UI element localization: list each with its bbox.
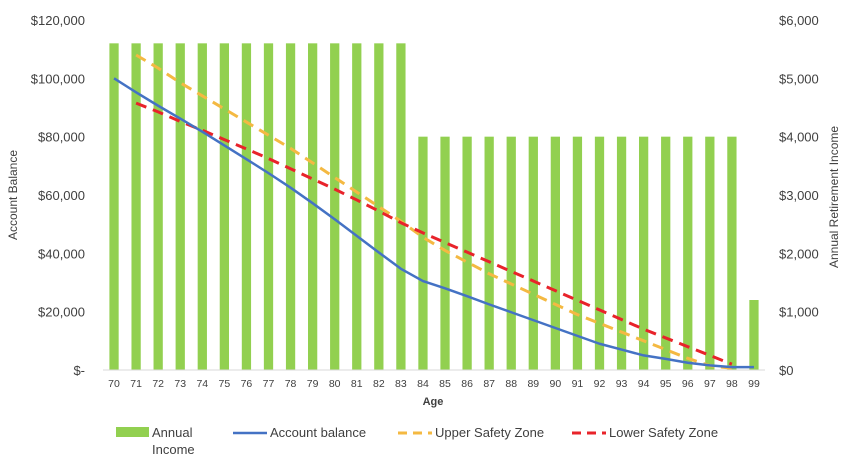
income-bar xyxy=(131,43,141,370)
income-bar xyxy=(616,136,627,370)
income-bar xyxy=(263,43,274,370)
balance-lines xyxy=(113,53,754,370)
x-tick-label: 87 xyxy=(483,378,495,390)
income-bar xyxy=(683,136,693,370)
x-tick-label: 86 xyxy=(461,378,473,390)
legend-label: Annual xyxy=(152,425,193,440)
x-tick-label: 80 xyxy=(329,378,341,390)
right-tick-label: $0 xyxy=(779,363,793,378)
x-tick-label: 75 xyxy=(219,378,231,390)
left-tick-label: $60,000 xyxy=(38,188,85,203)
legend-label: Upper Safety Zone xyxy=(435,425,544,440)
left-tick-label: $- xyxy=(73,363,85,378)
x-axis-ticks: 70 71 72 73 74 75 76 77 78 79 80 81 82 83 84 85 86 87 88 89… xyxy=(108,378,760,390)
left-axis-ticks: $- $20,000 $40,000 $60,000 $80,000 $100,000 $1… xyxy=(31,13,85,378)
legend-item: Upper Safety Zone xyxy=(398,425,544,440)
income-bar xyxy=(528,136,538,370)
income-bar xyxy=(705,136,715,370)
income-bar xyxy=(352,43,362,370)
income-bar xyxy=(749,300,759,370)
x-tick-label: 74 xyxy=(196,378,208,390)
income-bar xyxy=(308,43,318,370)
left-tick-label: $40,000 xyxy=(38,246,85,261)
income-bar xyxy=(572,136,583,370)
left-tick-label: $100,000 xyxy=(31,71,85,86)
x-tick-label: 94 xyxy=(638,378,650,390)
legend-item: Annual Income xyxy=(116,425,195,457)
left-tick-label: $80,000 xyxy=(38,130,85,145)
income-bar xyxy=(484,136,494,370)
lower-safety-zone-line xyxy=(135,101,733,366)
legend-label: Account balance xyxy=(270,425,366,440)
x-tick-label: 73 xyxy=(174,378,186,390)
income-bar xyxy=(197,43,207,370)
right-tick-label: $1,000 xyxy=(779,305,819,320)
income-bar xyxy=(396,43,406,370)
income-bar xyxy=(727,136,737,370)
income-bar xyxy=(219,43,229,370)
x-tick-label: 83 xyxy=(395,378,407,390)
income-bar xyxy=(639,136,649,370)
income-bar xyxy=(153,43,163,370)
income-bar xyxy=(550,136,560,370)
x-tick-label: 76 xyxy=(241,378,253,390)
income-bar xyxy=(506,136,516,370)
x-tick-label: 79 xyxy=(307,378,319,390)
income-bar xyxy=(440,136,450,370)
x-tick-label: 92 xyxy=(594,378,606,390)
upper-safety-zone-line xyxy=(135,53,733,370)
x-tick-label: 84 xyxy=(417,378,429,390)
income-bars xyxy=(109,43,759,370)
income-bar xyxy=(418,136,428,370)
legend-label: Lower Safety Zone xyxy=(609,425,718,440)
x-tick-label: 95 xyxy=(660,378,672,390)
right-axis-ticks: $0 $1,000 $2,000 $3,000 $4,000 $5,000 $6,000 xyxy=(779,13,819,378)
legend-swatch xyxy=(116,427,149,437)
right-tick-label: $6,000 xyxy=(779,13,819,28)
legend-label-line2: Income xyxy=(152,442,195,457)
income-bar xyxy=(285,43,296,370)
income-bar xyxy=(661,136,671,370)
right-tick-label: $3,000 xyxy=(779,188,819,203)
right-axis-title: Annual Retirement Income xyxy=(827,126,841,268)
x-tick-label: 77 xyxy=(263,378,275,390)
x-tick-label: 89 xyxy=(527,378,539,390)
income-bar xyxy=(594,136,605,370)
right-tick-label: $2,000 xyxy=(779,246,819,261)
legend: Annual Income Account balance Upper Safety … xyxy=(116,425,718,457)
right-tick-label: $4,000 xyxy=(779,130,819,145)
account-balance-line xyxy=(113,77,754,369)
x-tick-label: 78 xyxy=(285,378,297,390)
x-tick-label: 71 xyxy=(130,378,142,390)
income-bar xyxy=(330,43,340,370)
x-tick-label: 82 xyxy=(373,378,385,390)
x-tick-label: 81 xyxy=(351,378,363,390)
legend-item: Account balance xyxy=(233,425,366,440)
left-tick-label: $20,000 xyxy=(38,305,85,320)
x-tick-label: 72 xyxy=(152,378,164,390)
x-tick-label: 70 xyxy=(108,378,120,390)
income-bar xyxy=(241,43,252,370)
x-axis-title: Age xyxy=(423,396,444,408)
x-tick-label: 88 xyxy=(505,378,517,390)
x-tick-label: 99 xyxy=(748,378,760,390)
right-tick-label: $5,000 xyxy=(779,71,819,86)
left-tick-label: $120,000 xyxy=(31,13,85,28)
x-tick-label: 97 xyxy=(704,378,716,390)
income-bar xyxy=(374,43,384,370)
x-tick-label: 96 xyxy=(682,378,694,390)
x-tick-label: 98 xyxy=(726,378,738,390)
income-bar xyxy=(109,43,119,370)
income-bar xyxy=(175,43,185,370)
x-tick-label: 93 xyxy=(616,378,628,390)
left-axis-title: Account Balance xyxy=(6,150,20,240)
legend-item: Lower Safety Zone xyxy=(572,425,718,440)
x-tick-label: 91 xyxy=(572,378,584,390)
x-tick-label: 90 xyxy=(550,378,562,390)
x-tick-label: 85 xyxy=(439,378,451,390)
